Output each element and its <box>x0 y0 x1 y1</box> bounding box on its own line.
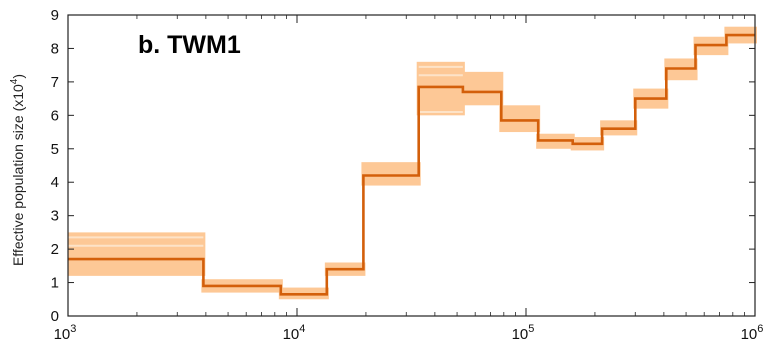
y-axis-label-close: ) <box>10 74 26 79</box>
main-series <box>68 33 755 296</box>
bootstrap-band-segment <box>68 232 206 276</box>
main-series-line <box>68 33 755 296</box>
y-tick-label: 8 <box>51 40 59 57</box>
axis-ticks <box>67 14 756 317</box>
bootstrap-band-segment <box>460 71 504 106</box>
x-tick-label: 103 <box>54 323 77 343</box>
tick-labels: 0 1 2 3 4 5 6 7 8 9 103 104 105 106 <box>51 7 764 343</box>
bootstrap-band-segment <box>361 162 421 186</box>
y-axis-label-sup: 4 <box>9 78 20 84</box>
y-tick-label: 6 <box>51 107 59 124</box>
y-axis-label: Effective population size (x104) <box>9 74 26 266</box>
chart-title: b. TWM1 <box>138 31 241 59</box>
y-tick-label: 9 <box>51 7 59 24</box>
y-tick-label: 4 <box>51 174 59 191</box>
y-tick-label: 7 <box>51 74 59 91</box>
x-tick-label: 105 <box>512 323 535 343</box>
y-tick-label: 2 <box>51 241 59 258</box>
y-tick-label: 5 <box>51 141 59 158</box>
y-axis-label-text: Effective population size (x10 <box>10 84 26 266</box>
y-tick-label: 1 <box>51 275 59 292</box>
x-tick-label: 106 <box>741 323 764 343</box>
bootstrap-band-segment <box>416 61 465 116</box>
bootstrap-highlights <box>68 65 463 247</box>
plot-frame <box>67 14 756 317</box>
bootstrap-band-segment <box>499 105 541 133</box>
x-tick-label: 104 <box>283 323 306 343</box>
y-tick-label: 3 <box>51 208 59 225</box>
y-tick-label: 0 <box>51 308 59 325</box>
